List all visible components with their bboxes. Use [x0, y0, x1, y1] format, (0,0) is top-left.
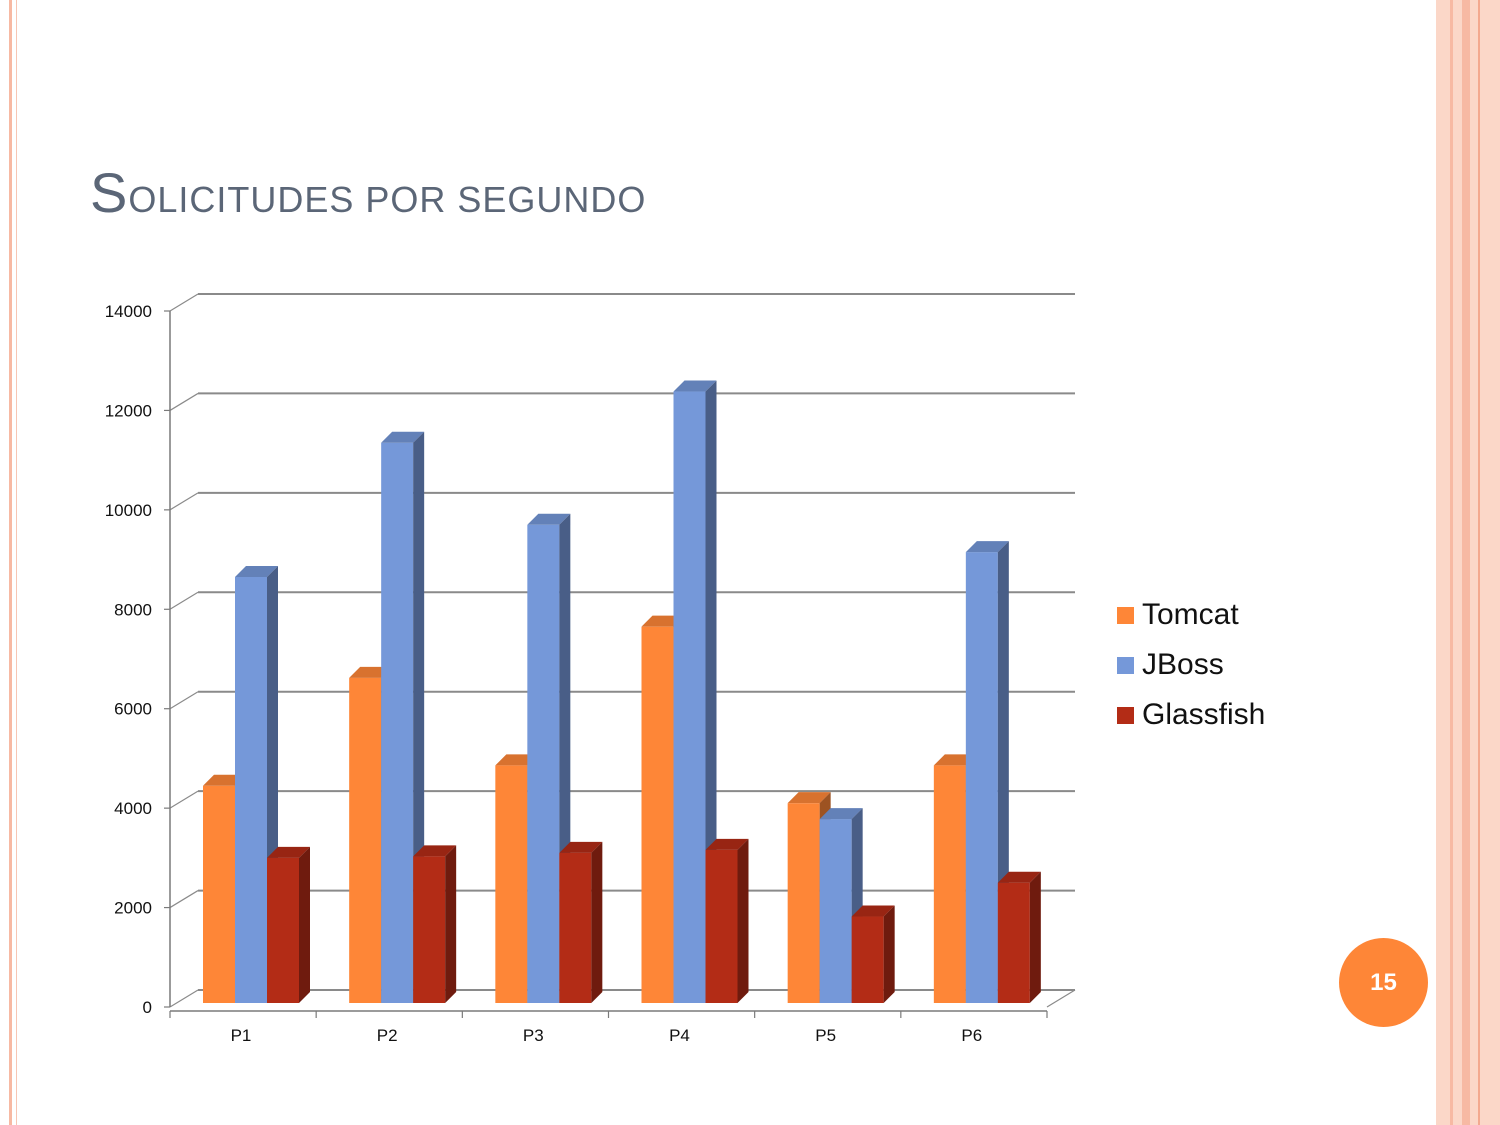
gridline-connector [169, 691, 199, 710]
bar [413, 856, 446, 1003]
bar [851, 916, 884, 1003]
bar [673, 391, 706, 1004]
bar [997, 882, 1030, 1003]
x-tick-label: P4 [669, 1026, 690, 1045]
y-tick-label: 14000 [105, 302, 152, 321]
bar [495, 765, 528, 1003]
bar [203, 785, 235, 1003]
right-border-stripe [1462, 0, 1470, 1125]
gridline-connector [169, 293, 199, 312]
bar [933, 765, 966, 1003]
legend-item-glassfish: Glassfish [1117, 690, 1265, 740]
left-border-rule [9, 0, 12, 1125]
bar-top [965, 541, 1009, 553]
bar [381, 442, 414, 1003]
y-tick-label: 0 [143, 998, 152, 1017]
bar-top [705, 838, 749, 850]
x-tick-label: P5 [815, 1026, 836, 1045]
right-border-stripe [1478, 0, 1480, 1125]
page-number-badge: 15 [1339, 938, 1428, 1027]
right-border-stripe [1450, 0, 1453, 1125]
legend-label: Tomcat [1142, 598, 1239, 631]
bar-top [267, 846, 310, 858]
gridline-connector [169, 392, 199, 411]
bar [641, 626, 674, 1003]
x-tick-label: P1 [231, 1026, 252, 1045]
bar-side [591, 841, 603, 1003]
bar-top [819, 808, 863, 820]
bar-top [559, 841, 603, 853]
y-tick-label: 10000 [105, 501, 152, 520]
legend-item-jboss: JBoss [1117, 640, 1265, 690]
bar [819, 819, 852, 1003]
bar [267, 857, 299, 1003]
bar-side [737, 838, 749, 1003]
gridline-connector [169, 989, 199, 1008]
left-border-rule-thin [16, 0, 17, 1125]
bar-top [997, 871, 1041, 883]
bar-top [851, 905, 895, 917]
floor-edge [1046, 989, 1076, 1008]
legend-item-tomcat: Tomcat [1117, 590, 1265, 640]
chart-legend: Tomcat JBoss Glassfish [1117, 590, 1265, 740]
bar [235, 576, 267, 1003]
gridline-connector [169, 591, 199, 610]
legend-swatch-glassfish [1117, 706, 1134, 724]
bar-top [787, 792, 831, 804]
y-tick-label: 8000 [114, 600, 152, 619]
bar-top [381, 431, 425, 443]
y-tick-label: 12000 [105, 401, 152, 420]
y-tick-label: 4000 [114, 799, 152, 818]
x-tick-label: P2 [377, 1026, 398, 1045]
x-tick-label: P6 [961, 1026, 982, 1045]
bar-side [883, 905, 895, 1003]
legend-swatch-jboss [1117, 656, 1134, 674]
bar-top [673, 380, 717, 392]
bar-top [527, 513, 571, 525]
bar-top [413, 845, 457, 857]
y-tick-label: 2000 [114, 899, 152, 918]
bar-top [235, 565, 278, 577]
gridline-connector [169, 492, 199, 511]
legend-label: JBoss [1142, 648, 1224, 681]
gridline-connector [169, 890, 199, 909]
legend-swatch-tomcat [1117, 606, 1134, 624]
bar-side [299, 846, 310, 1003]
bar [559, 852, 592, 1003]
gridline-connector [169, 790, 199, 809]
bar [965, 552, 998, 1003]
bar [787, 803, 820, 1003]
y-tick-label: 6000 [114, 700, 152, 719]
bar [705, 849, 738, 1003]
bar [527, 524, 560, 1003]
bar-side [1029, 871, 1041, 1003]
legend-label: Glassfish [1142, 698, 1266, 731]
x-tick-label: P3 [523, 1026, 544, 1045]
bar-side [445, 845, 457, 1003]
bar [349, 677, 382, 1003]
slide-title: Solicitudes por segundo [90, 161, 647, 224]
